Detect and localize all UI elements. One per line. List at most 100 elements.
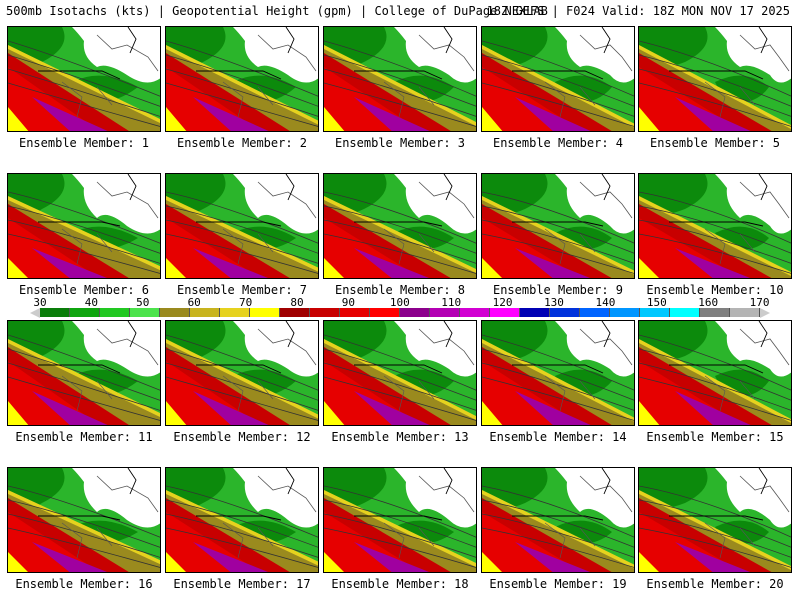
wind-speed-map <box>639 468 791 572</box>
ensemble-member-label: Ensemble Member: 17 <box>173 577 311 591</box>
ensemble-member-map <box>638 173 792 279</box>
colorbar-swatch <box>490 308 520 317</box>
ensemble-member-map <box>323 173 477 279</box>
ensemble-member-label: Ensemble Member: 10 <box>646 283 784 297</box>
colorbar-swatch <box>160 308 190 317</box>
ensemble-member-map <box>7 467 161 573</box>
ensemble-member-map <box>7 320 161 426</box>
wind-speed-map <box>324 27 476 131</box>
ensemble-member-label: Ensemble Member: 5 <box>649 136 781 150</box>
colorbar-tick-label: 60 <box>187 296 201 309</box>
wind-speed-map <box>166 321 318 425</box>
colorbar-tick-label: 140 <box>595 296 616 309</box>
ensemble-member-map <box>481 467 635 573</box>
colorbar: 30 40 50 60 70 80 90 100 110 120 130 140 150 160 170 <box>0 296 800 318</box>
ensemble-member-label: Ensemble Member: 1 <box>18 136 150 150</box>
wind-speed-map <box>166 27 318 131</box>
colorbar-swatch <box>730 308 760 317</box>
wind-speed-map <box>482 27 634 131</box>
ensemble-member-label: Ensemble Member: 8 <box>334 283 466 297</box>
colorbar-swatch <box>640 308 670 317</box>
ensemble-member-label: Ensemble Member: 6 <box>18 283 150 297</box>
colorbar-swatch <box>310 308 340 317</box>
wind-speed-map <box>482 321 634 425</box>
wind-speed-map <box>324 468 476 572</box>
wind-speed-map <box>639 27 791 131</box>
ensemble-member-map <box>165 320 319 426</box>
colorbar-swatch <box>70 308 100 317</box>
colorbar-tick-label: 130 <box>544 296 564 309</box>
wind-speed-map <box>324 174 476 278</box>
colorbar-swatch <box>40 308 70 317</box>
wind-speed-map <box>166 174 318 278</box>
ensemble-member-label: Ensemble Member: 12 <box>173 430 311 444</box>
colorbar-swatch <box>580 308 610 317</box>
wind-speed-map <box>8 174 160 278</box>
wind-speed-map <box>8 321 160 425</box>
wind-speed-map <box>324 321 476 425</box>
colorbar-swatch <box>370 308 400 317</box>
ensemble-member-label: Ensemble Member: 20 <box>646 577 784 591</box>
colorbar-tick-label: 50 <box>136 296 150 309</box>
ensemble-member-map <box>638 320 792 426</box>
wind-speed-map <box>8 468 160 572</box>
ensemble-member-map <box>165 26 319 132</box>
colorbar-tick-label: 30 <box>33 296 47 309</box>
colorbar-swatch <box>280 308 310 317</box>
ensemble-member-label: Ensemble Member: 3 <box>334 136 466 150</box>
colorbar-swatch <box>220 308 250 317</box>
ensemble-member-label: Ensemble Member: 19 <box>489 577 627 591</box>
ensemble-member-map <box>481 320 635 426</box>
colorbar-swatch <box>520 308 550 317</box>
ensemble-member-label: Ensemble Member: 2 <box>176 136 308 150</box>
colorbar-swatch <box>190 308 220 317</box>
wind-speed-map <box>482 174 634 278</box>
ensemble-member-map <box>638 26 792 132</box>
ensemble-member-map <box>323 320 477 426</box>
ensemble-member-label: Ensemble Member: 4 <box>492 136 624 150</box>
wind-speed-map <box>166 468 318 572</box>
colorbar-tick-label: 120 <box>492 296 513 309</box>
colorbar-strip <box>40 308 760 317</box>
colorbar-tick-label: 100 <box>389 296 410 309</box>
colorbar-swatch <box>610 308 640 317</box>
ensemble-member-map <box>7 173 161 279</box>
colorbar-left-arrow <box>30 308 40 318</box>
run-valid-time: 18Z GEFS | F024 Valid: 18Z MON NOV 17 20… <box>486 4 790 18</box>
colorbar-swatch <box>460 308 490 317</box>
wind-speed-map <box>639 174 791 278</box>
colorbar-tick-label: 70 <box>238 296 253 309</box>
ensemble-member-label: Ensemble Member: 13 <box>331 430 469 444</box>
colorbar-swatch <box>250 308 280 317</box>
ensemble-member-label: Ensemble Member: 18 <box>331 577 469 591</box>
ensemble-member-map <box>481 173 635 279</box>
map-header: 500mb Isotachs (kts) | Geopotential Heig… <box>6 4 796 22</box>
colorbar-right-arrow <box>760 308 770 318</box>
colorbar-swatch <box>670 308 700 317</box>
ensemble-member-label: Ensemble Member: 11 <box>15 430 153 444</box>
colorbar-swatch <box>100 308 130 317</box>
colorbar-tick-label: 160 <box>698 296 719 309</box>
product-title: 500mb Isotachs (kts) | Geopotential Heig… <box>6 4 548 18</box>
colorbar-swatch <box>340 308 370 317</box>
ensemble-member-label: Ensemble Member: 9 <box>492 283 624 297</box>
colorbar-tick-label: 40 <box>84 296 99 309</box>
colorbar-tick-label: 170 <box>749 296 770 309</box>
ensemble-member-map <box>7 26 161 132</box>
ensemble-member-map <box>323 26 477 132</box>
ensemble-member-label: Ensemble Member: 14 <box>489 430 627 444</box>
ensemble-member-map <box>165 173 319 279</box>
ensemble-member-label: Ensemble Member: 7 <box>176 283 308 297</box>
colorbar-tick-label: 110 <box>441 296 462 309</box>
ensemble-member-label: Ensemble Member: 15 <box>646 430 784 444</box>
colorbar-swatch <box>430 308 460 317</box>
colorbar-tick-label: 90 <box>341 296 356 309</box>
wind-speed-map <box>639 321 791 425</box>
colorbar-swatch <box>700 308 730 317</box>
wind-speed-map <box>8 27 160 131</box>
colorbar-swatch <box>130 308 160 317</box>
ensemble-member-label: Ensemble Member: 16 <box>15 577 153 591</box>
colorbar-swatch <box>550 308 580 317</box>
ensemble-member-map <box>638 467 792 573</box>
ensemble-member-map <box>323 467 477 573</box>
